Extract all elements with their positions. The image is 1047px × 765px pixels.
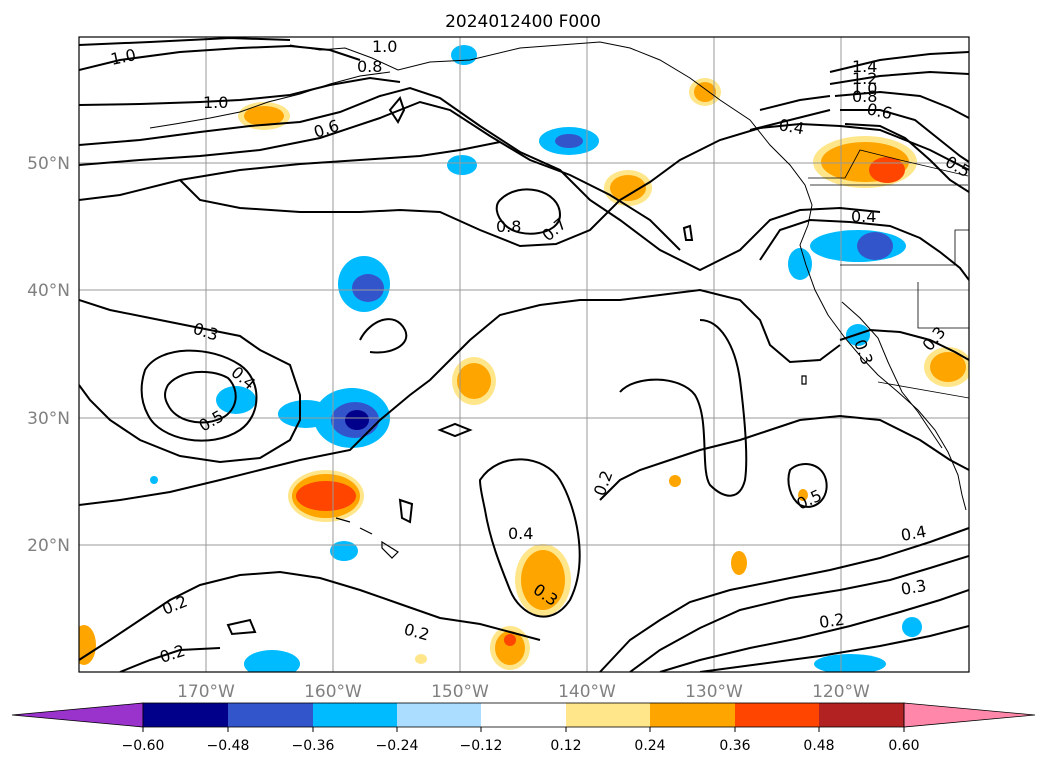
lon-tick-label: 130°W <box>685 682 743 702</box>
colorbar-segment <box>650 703 735 727</box>
lat-tick-label: 40°N <box>27 281 70 301</box>
colorbar-segment <box>566 703 650 727</box>
contour-label: 1.4 <box>852 57 877 76</box>
colorbar-extend-low <box>11 702 144 728</box>
colorbar-segment <box>397 703 481 727</box>
contour-label: 0.4 <box>899 522 927 545</box>
negative-anomaly-shading <box>150 45 922 672</box>
colorbar-tick-label: −0.36 <box>292 738 335 754</box>
lat-tick-labels: 50°N 40°N 30°N 20°N <box>27 154 70 556</box>
contour-label: 1.2 <box>852 69 877 88</box>
lat-tick-label: 30°N <box>27 409 70 429</box>
contour-label: 1.0 <box>109 45 138 69</box>
colorbar-tick-label: −0.12 <box>460 738 503 754</box>
colorbar-extend-high <box>903 702 1036 728</box>
colorbar-segment <box>481 703 566 727</box>
contour-label: 0.4 <box>508 524 533 543</box>
contour-label: 0.4 <box>777 115 805 138</box>
colorbar-segment <box>228 703 313 727</box>
map-frame <box>78 36 970 673</box>
lon-tick-label: 140°W <box>558 682 616 702</box>
colorbar-tick-label: −0.48 <box>207 738 250 754</box>
contour-label: 1.0 <box>372 37 397 56</box>
colorbar-tick-label: 0.12 <box>550 738 581 754</box>
colorbar-segment <box>143 703 228 727</box>
colorbar-segment <box>735 703 819 727</box>
colorbar-segment <box>313 703 397 727</box>
lat-tick-label: 50°N <box>27 154 70 174</box>
contour-label: 1.0 <box>203 93 228 112</box>
lon-tick-label: 150°W <box>431 682 489 702</box>
colorbar-tick-label: 0.36 <box>719 738 750 754</box>
colorbar-tick-label: 0.48 <box>803 738 834 754</box>
map-panel <box>78 36 970 673</box>
contour-label: 0.8 <box>852 87 877 106</box>
contour-label: 0.3 <box>899 576 927 599</box>
coastlines <box>149 41 969 559</box>
contour-label: 0.6 <box>865 99 894 123</box>
colorbar: −0.60 −0.48 −0.36 −0.24 −0.12 0.12 0.24 … <box>11 702 1036 754</box>
contour-lines <box>79 37 969 672</box>
colorbar-segment <box>819 703 904 727</box>
lat-tick-label: 20°N <box>27 536 70 556</box>
colorbar-tick-label: −0.24 <box>376 738 419 754</box>
contour-label: 1.0 <box>852 79 877 98</box>
lon-tick-label: 160°W <box>304 682 362 702</box>
contour-label: 0.8 <box>357 57 382 76</box>
colorbar-tick-label: −0.60 <box>122 738 165 754</box>
positive-anomaly-shading <box>79 78 969 670</box>
lon-tick-labels: 170°W 160°W 150°W 140°W 130°W 120°W <box>177 682 870 702</box>
contour-label: 0.4 <box>851 207 876 226</box>
colorbar-tick-label: 0.60 <box>888 738 919 754</box>
lon-tick-label: 170°W <box>177 682 235 702</box>
map-title: 2024012400 F000 <box>445 12 601 32</box>
contour-label: 0.2 <box>818 610 846 632</box>
colorbar-tick-label: 0.24 <box>634 738 665 754</box>
lon-tick-label: 120°W <box>812 682 870 702</box>
contour-label: 0.8 <box>496 217 521 236</box>
